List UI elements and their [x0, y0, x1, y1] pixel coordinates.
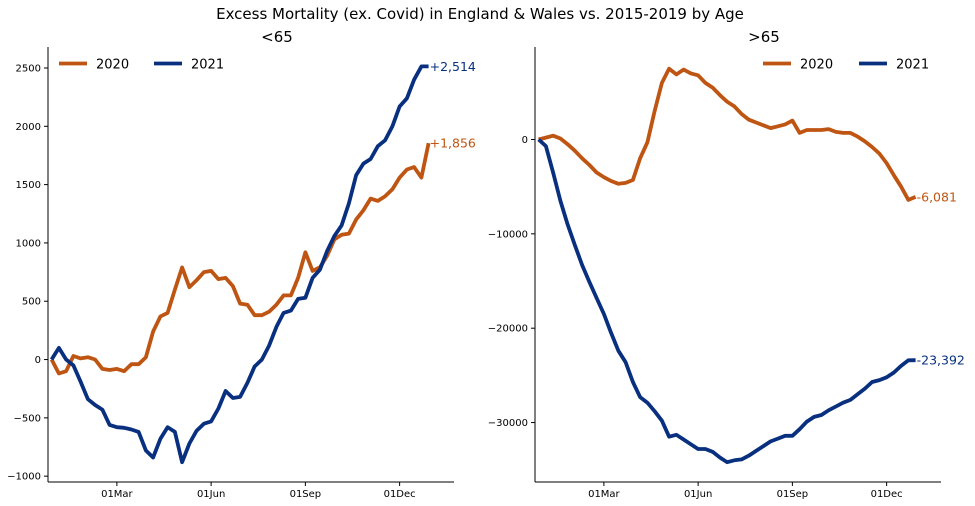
legend-label-2020: 2020 — [800, 58, 833, 73]
end-label-2020: -6,081 — [917, 189, 957, 204]
chart-panel-under-65: <65 −1000 −500 0 500 1000 1500 2000 2500 01Mar 01J… — [7, 28, 476, 500]
x-tick-label: 01Dec — [871, 489, 903, 500]
x-tick-label: 01Sep — [290, 489, 322, 500]
panel-title: <65 — [261, 28, 293, 46]
panel-title: >65 — [748, 28, 780, 46]
end-label-2020: +1,856 — [430, 136, 476, 151]
y-tick-label: 2000 — [16, 122, 41, 133]
x-tick-label: 01Dec — [384, 489, 416, 500]
x-tick-label: 01Mar — [588, 489, 620, 500]
x-tick-label: 01Mar — [101, 489, 133, 500]
legend-label-2020: 2020 — [96, 58, 129, 73]
x-tick-label: 01Jun — [197, 489, 225, 500]
y-tick-label: 500 — [22, 297, 41, 308]
y-tick-label: 1000 — [16, 238, 41, 249]
y-tick-label: −30000 — [488, 418, 528, 429]
figure-title: Excess Mortality (ex. Covid) in England … — [216, 5, 744, 23]
y-tick-label: −10000 — [488, 229, 528, 240]
series-line-2021 — [537, 138, 916, 465]
legend: 2020 2021 — [59, 58, 224, 73]
y-tick-label: −20000 — [488, 324, 528, 335]
x-tick-label: 01Sep — [777, 489, 809, 500]
legend: 2020 2021 — [763, 58, 929, 73]
x-tick-label: 01Jun — [684, 489, 712, 500]
y-tick-label: −500 — [14, 413, 41, 424]
end-label-2021: +2,514 — [430, 59, 476, 74]
series-line-2021 — [49, 64, 429, 465]
chart-panel-over-65: >65 −30000 −20000 −10000 0 01Mar 01Jun 01Sep 01D… — [488, 28, 965, 500]
series-line-2020 — [538, 66, 917, 202]
y-tick-label: 0 — [35, 355, 41, 366]
end-label-2021: -23,392 — [917, 353, 965, 368]
y-tick-label: 1500 — [16, 180, 41, 191]
series-line-2020 — [49, 142, 431, 376]
y-tick-label: −1000 — [7, 472, 41, 483]
y-tick-label: 0 — [522, 135, 528, 146]
y-tick-label: 2500 — [16, 63, 41, 74]
legend-label-2021: 2021 — [191, 58, 224, 73]
legend-label-2021: 2021 — [896, 58, 929, 73]
